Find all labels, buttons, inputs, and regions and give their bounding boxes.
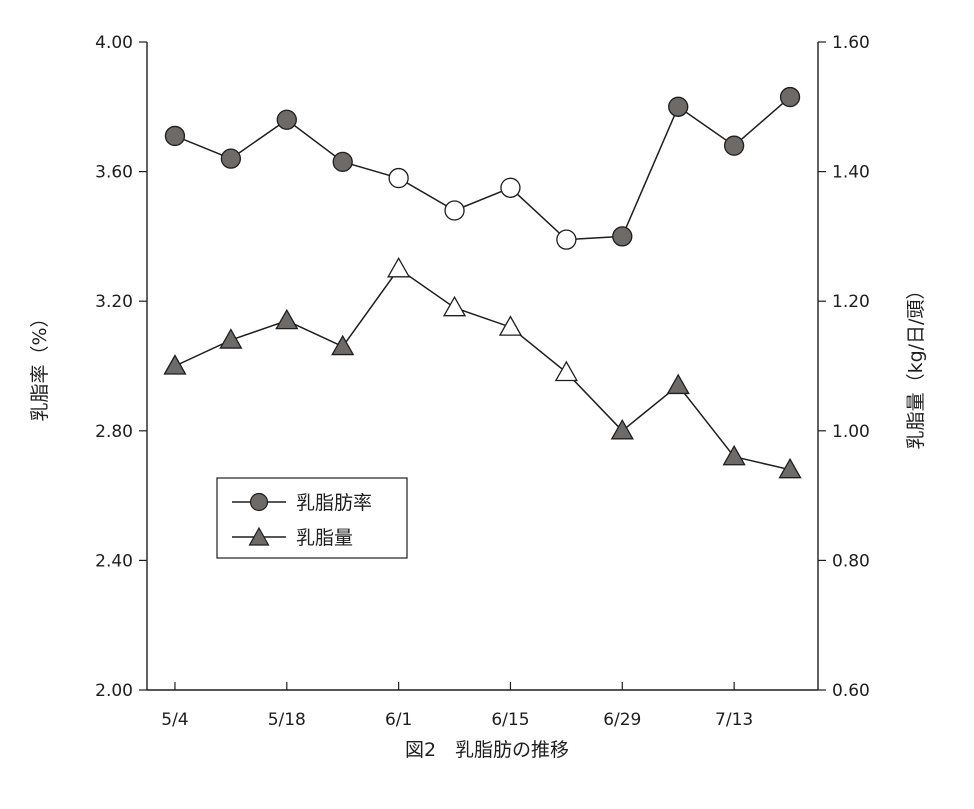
- axes: 2.00 2.40 2.80 3.20 3.60 4.00 0.60 0.80 1.00 1.20…: [95, 33, 870, 730]
- amount-point: [275, 308, 299, 330]
- y-right-tick-label: 1.00: [832, 422, 870, 442]
- y-right-tick-label: 1.20: [832, 292, 870, 312]
- labels: 乳脂率（%） 乳脂量（kg/日/頭） 図2 乳脂肪の推移: [29, 281, 927, 761]
- x-tick-label: 6/15: [491, 710, 529, 730]
- amount-point: [163, 354, 187, 375]
- amount-point: [219, 328, 243, 349]
- x-tick-label: 5/4: [161, 710, 188, 730]
- y-left-tick-label: 2.00: [95, 681, 133, 701]
- amount-point: [387, 256, 411, 278]
- legend-marker-triangle: [248, 526, 270, 546]
- rate-point: [276, 109, 297, 130]
- amount-point: [554, 360, 578, 382]
- legend-label-rate: 乳脂肪率: [296, 492, 372, 514]
- figure-caption: 図2 乳脂肪の推移: [405, 739, 569, 761]
- y-left-tick-label: 2.80: [95, 422, 133, 442]
- y-left-tick-label: 3.20: [95, 292, 133, 312]
- series-line-1: [174, 96, 791, 241]
- y-right-tick-label: 1.60: [832, 33, 870, 53]
- x-tick-label: 7/13: [715, 710, 753, 730]
- rate-point: [556, 229, 577, 250]
- amount-point: [610, 418, 634, 440]
- y-right-tick-label: 1.40: [832, 163, 870, 183]
- amount-point: [722, 444, 746, 466]
- rate-point: [444, 200, 465, 221]
- y-left-tick-label: 2.40: [95, 551, 133, 571]
- rate-point: [612, 226, 633, 247]
- y-right-tick-label: 0.60: [832, 681, 870, 701]
- amount-point: [442, 295, 467, 317]
- x-tick-label: 5/18: [268, 710, 306, 730]
- y-axis-left-label: 乳脂率（%）: [29, 308, 51, 421]
- legend-marker-circle: [249, 492, 269, 512]
- y-right-tick-label: 0.80: [832, 551, 870, 571]
- rate-point: [723, 135, 745, 156]
- x-tick-label: 6/29: [603, 710, 641, 730]
- y-axis-right-label: 乳脂量（kg/日/頭）: [905, 281, 927, 450]
- y-left-tick-label: 3.60: [95, 163, 133, 183]
- legend-box: [216, 477, 408, 559]
- y-left-tick-label: 4.00: [95, 33, 133, 53]
- rate-point: [220, 148, 242, 169]
- series-layer: [163, 86, 802, 479]
- rate-point: [500, 177, 521, 198]
- amount-point: [666, 373, 690, 395]
- rate-point: [668, 96, 689, 117]
- amount-point: [778, 457, 802, 479]
- legend: 乳脂肪率 乳脂量: [216, 477, 408, 559]
- rate-point: [388, 167, 409, 189]
- rate-point: [779, 86, 801, 108]
- rate-point: [164, 125, 186, 147]
- amount-point: [498, 315, 523, 336]
- amount-point: [331, 334, 355, 356]
- rate-point: [332, 151, 353, 173]
- series-line-2: [174, 267, 791, 471]
- legend-label-amount: 乳脂量: [296, 527, 353, 549]
- x-tick-label: 6/1: [385, 710, 412, 730]
